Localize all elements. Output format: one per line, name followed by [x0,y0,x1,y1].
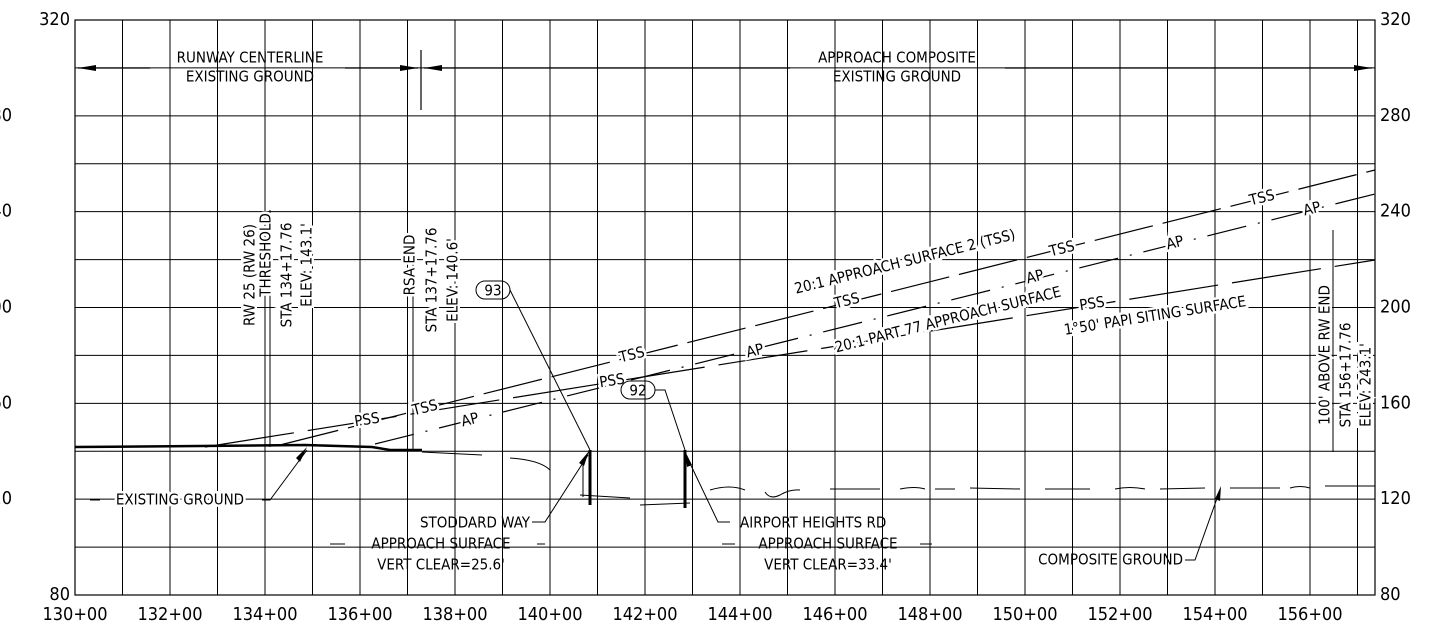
station-text: ELEV: 143.1' [298,223,316,307]
tss-tag: TSS [1046,237,1076,261]
header-text: EXISTING GROUND [833,68,961,86]
y-tick-label: 320 [1380,9,1411,30]
y-tick-label: 80 [49,584,70,605]
x-tick-label: 136+00 [327,604,392,625]
callout: COMPOSITE GROUND [1038,551,1183,569]
leader [509,289,591,451]
header-text: RUNWAY CENTERLINE [177,49,324,67]
tss-tag: TSS [1246,186,1276,210]
station-text: ELEV: 140.6' [444,238,462,322]
ap-tag: AP [1164,232,1185,254]
callout: AIRPORT HEIGHTS RD [740,514,886,532]
leader [655,389,686,451]
tss-tag: TSS [616,343,646,367]
header-text: EXISTING GROUND [186,68,314,86]
y-tick-label: 120 [0,488,12,509]
surfaces [204,169,1376,448]
callout-leaders [90,447,1221,561]
frame [74,19,1376,596]
ap-tag: AP [459,409,480,431]
x-tick-label: 134+00 [232,604,297,625]
axis-labels: 320 280 240 200 160 120 80 320 280 240 200 160 120 80… [0,9,1411,625]
header-dimension [78,50,1372,110]
station-text: STA 134+17.76 [278,223,296,328]
x-tick-label: 142+00 [612,604,677,625]
pss-tag: PSS [1078,293,1106,315]
callout: APPROACH SURFACE [758,535,897,553]
callout: APPROACH SURFACE [371,535,510,553]
bubble-text: 93 [484,282,501,300]
callout: VERT CLEAR=25.6' [377,556,505,574]
y-tick-label: 120 [1380,488,1411,509]
x-tick-label: 156+00 [1277,604,1342,625]
bubble-text: 92 [629,382,646,400]
station-text: STA 137+17.76 [423,228,441,333]
y-tick-label: 80 [1380,584,1401,605]
station-text: ELEV: 243.1' [1357,343,1375,427]
tss-tag: TSS [409,396,439,420]
y-tick-label: 280 [1380,105,1411,126]
callout: VERT CLEAR=33.4' [764,556,892,574]
callout: EXISTING GROUND [116,491,244,509]
y-tick-label: 320 [39,9,70,30]
x-tick-label: 148+00 [897,604,962,625]
x-tick-label: 138+00 [422,604,487,625]
x-tick-label: 154+00 [1182,604,1247,625]
surface-title: 20:1 PART 77 APPROACH SURFACE [833,283,1063,357]
ground [74,443,1375,508]
ap-tag: AP [1301,198,1322,220]
x-tick-label: 152+00 [1087,604,1152,625]
y-tick-label: 240 [0,201,12,222]
x-tick-label: 146+00 [802,604,867,625]
x-tick-label: 130+00 [42,604,107,625]
pss-line [204,259,1376,448]
x-tick-label: 140+00 [517,604,582,625]
surface-title: 20:1 APPROACH SURFACE 2 (TSS) [793,225,1017,297]
tss-tag: TSS [831,289,861,313]
ap-line [374,193,1376,445]
y-tick-label: 160 [1380,392,1411,413]
header-text: APPROACH COMPOSITE [818,49,976,67]
station-text: 100' ABOVE RW END [1316,285,1334,425]
station-text: RSA END [401,235,419,296]
x-tick-label: 144+00 [707,604,772,625]
y-tick-label: 200 [0,297,12,318]
ap-tag: AP [1024,266,1045,288]
y-tick-label: 200 [1380,297,1411,318]
x-tick-label: 132+00 [137,604,202,625]
callout: STODDARD WAY [420,514,531,532]
pss-tag: PSS [353,409,381,431]
tss-line [279,169,1376,446]
y-tick-label: 280 [0,105,12,126]
y-tick-label: 160 [0,392,12,413]
grid [75,20,1375,595]
bubble [475,280,511,300]
y-tick-label: 240 [1380,201,1411,222]
x-tick-label: 150+00 [992,604,1057,625]
station-text: STA 156+17.76 [1337,323,1355,428]
station-text: RW 25 (RW 26) [241,224,259,326]
bubble [620,380,656,400]
station-text: THRESHOLD [257,213,275,298]
